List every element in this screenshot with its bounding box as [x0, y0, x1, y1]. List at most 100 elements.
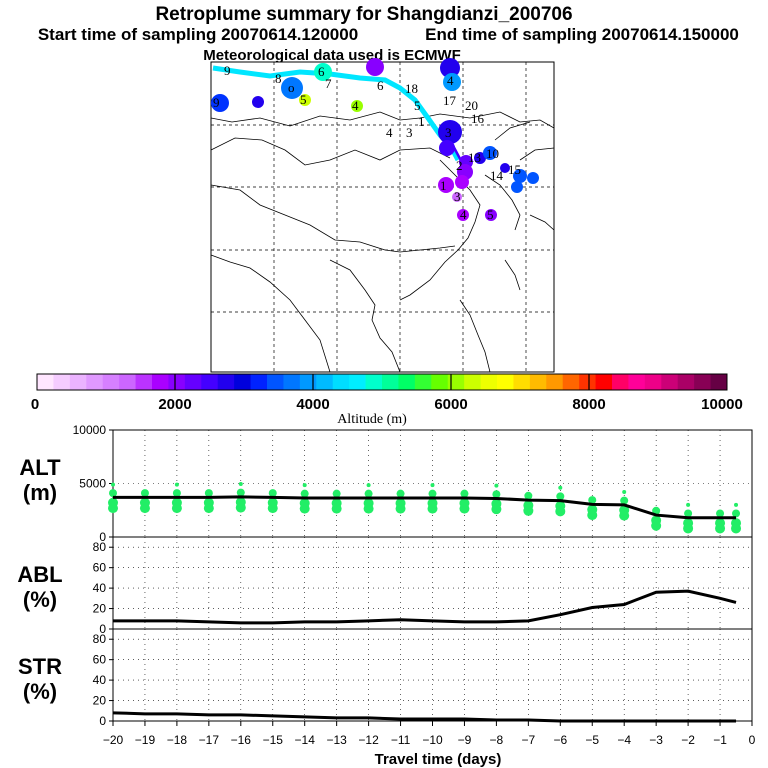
colorbar-cell	[546, 374, 564, 390]
colorbar-cell	[168, 374, 186, 390]
altitude-dot	[428, 489, 437, 498]
colorbar-cell	[562, 374, 580, 390]
series-line	[112, 711, 737, 723]
altitude-dot	[203, 503, 214, 514]
marker-label: 1	[418, 114, 425, 129]
colorbar-cell	[694, 374, 712, 390]
altitude-dot	[140, 489, 149, 498]
x-tick-label: −1	[713, 733, 727, 747]
altitude-dot	[619, 510, 630, 521]
marker-dot	[513, 169, 527, 183]
x-tick-label: −12	[358, 733, 379, 747]
marker-dot	[281, 77, 303, 99]
colorbar-cell	[710, 374, 728, 390]
marker-dot	[527, 172, 539, 184]
x-tick-label: −16	[231, 733, 252, 747]
altitude-dot	[396, 489, 405, 498]
colorbar-cell	[480, 374, 498, 390]
panel-str: 0 20 40 60 80 STR(%)	[18, 628, 753, 728]
colorbar-cell	[152, 374, 169, 390]
altitude-dot	[652, 506, 661, 515]
x-tick-label: −15	[263, 733, 284, 747]
colorbar-cell	[119, 374, 137, 390]
marker-dot	[483, 146, 497, 160]
altitude-dot	[731, 523, 742, 534]
marker-dot	[252, 96, 264, 108]
altitude-dot	[109, 489, 117, 498]
y-tick-label: 80	[93, 540, 107, 554]
altitude-dot	[235, 502, 246, 513]
x-axis-label: Travel time (days)	[375, 751, 502, 768]
altitude-dot	[364, 489, 373, 498]
marker-label: 3	[454, 189, 461, 204]
y-tick-label: 20	[93, 694, 107, 708]
colorbar-cell	[201, 374, 219, 390]
altitude-dot	[172, 489, 181, 498]
marker-label: 17	[443, 93, 457, 108]
altitude-dot	[716, 509, 725, 518]
chart-title: Retroplume summary for Shangdianzi_20070…	[155, 4, 572, 25]
colorbar-cell	[513, 374, 531, 390]
panel-label: STR	[18, 654, 62, 679]
colorbar-cell	[250, 374, 268, 390]
altitude-dot	[268, 489, 277, 498]
colorbar-tick-label: 10000	[701, 396, 743, 413]
series-line	[113, 495, 737, 520]
colorbar-cell	[102, 374, 120, 390]
marker-dot	[452, 192, 462, 202]
marker-dot	[474, 152, 486, 164]
altitude-dot	[331, 503, 342, 514]
altitude-dot	[556, 492, 565, 501]
colorbar-tick-label: 8000	[572, 396, 605, 413]
map-markers	[211, 58, 539, 221]
marker-dot	[457, 209, 469, 221]
x-tick-label: −3	[649, 733, 663, 747]
panel-unit: (%)	[23, 679, 57, 704]
colorbar-cell	[69, 374, 87, 390]
colorbar-cell	[677, 374, 695, 390]
colorbar-frame	[36, 373, 728, 391]
altitude-dot	[686, 502, 691, 507]
x-tick-label: 0	[749, 733, 756, 747]
altitude-dot	[267, 503, 278, 514]
marker-label: 8	[275, 71, 282, 86]
x-tick-label: −6	[553, 733, 567, 747]
altitude-dot	[734, 502, 739, 507]
colorbar-cell	[53, 374, 71, 390]
x-tick-label: −7	[522, 733, 536, 747]
marker-dot	[443, 73, 461, 91]
altitude-dot	[651, 520, 662, 531]
altitude-dot	[491, 504, 502, 515]
y-tick-label: 0	[99, 714, 106, 728]
colorbar-cell	[217, 374, 235, 390]
panel-label: ABL	[17, 562, 62, 587]
y-tick-label: 10000	[73, 423, 107, 437]
marker-dot	[500, 163, 510, 173]
panel-alt: 0 5000 10000 ALT(m)	[19, 423, 753, 544]
colorbar-tick-label: 0	[31, 396, 39, 413]
altitude-dot	[683, 523, 694, 534]
altitude-dot	[558, 485, 563, 490]
marker-label: 18	[405, 81, 418, 96]
colorbar-cell	[382, 374, 399, 390]
altitude-dots	[108, 482, 742, 534]
colorbar-cell	[628, 374, 646, 390]
colorbar-cell	[267, 374, 284, 390]
marker-dot	[439, 140, 455, 156]
marker-dot	[366, 58, 384, 76]
altitude-dot	[427, 503, 438, 514]
marker-label: 1	[440, 178, 447, 193]
marker-label: 4	[460, 207, 467, 222]
colorbar-cell	[365, 374, 383, 390]
colorbar-cell	[612, 374, 629, 390]
altitude-dot	[238, 482, 243, 487]
map-frame	[210, 61, 555, 373]
marker-label: 4	[447, 73, 454, 88]
altitude-dot	[620, 496, 629, 505]
marker-dot	[314, 63, 332, 81]
altitude-dot	[524, 491, 533, 500]
marker-dot	[211, 94, 229, 112]
x-tick-label: −2	[681, 733, 695, 747]
y-tick-label: 0	[99, 622, 106, 636]
